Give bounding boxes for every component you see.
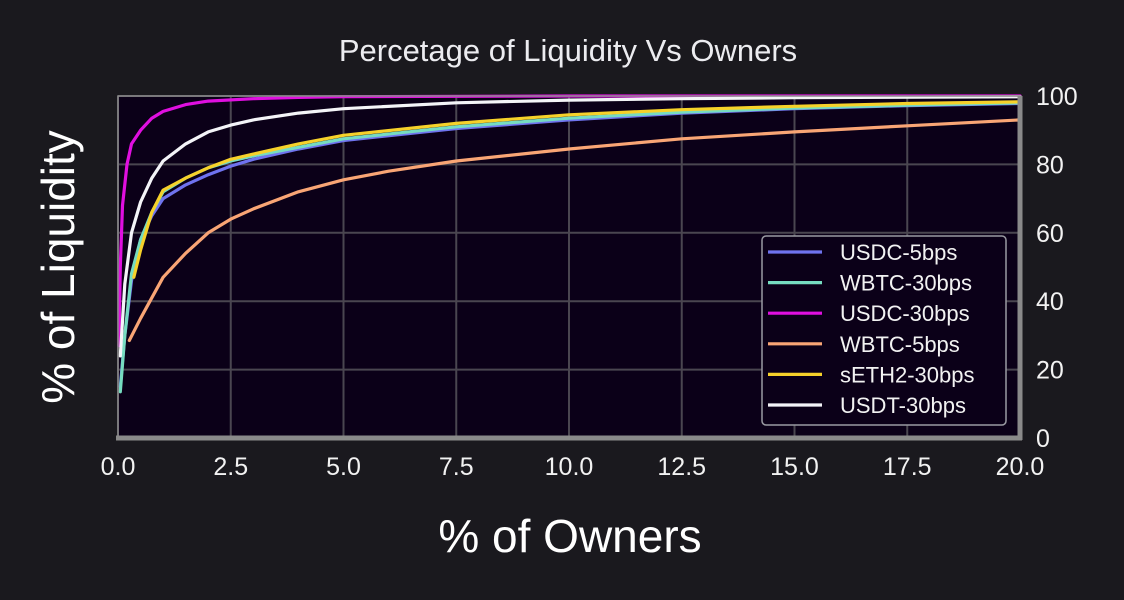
x-tick-label: 17.5 bbox=[883, 453, 932, 481]
x-tick-label: 2.5 bbox=[213, 453, 248, 481]
legend-label: WBTC-30bps bbox=[840, 271, 972, 296]
legend-label: sETH2-30bps bbox=[840, 362, 975, 387]
x-tick-label: 7.5 bbox=[439, 453, 474, 481]
y-tick-label: 0 bbox=[1036, 425, 1050, 453]
legend-label: WBTC-5bps bbox=[840, 332, 960, 357]
x-tick-label: 20.0 bbox=[996, 453, 1045, 481]
series-group bbox=[117, 94, 1022, 394]
x-axis-title: % of Owners bbox=[438, 510, 701, 562]
y-tick-label: 20 bbox=[1036, 357, 1064, 385]
series-line-usdt-30bps bbox=[118, 95, 1022, 358]
series-line-wbtc-30bps bbox=[118, 101, 1022, 394]
series-line-usdc-30bps bbox=[117, 94, 1022, 348]
series-line-wbtc-5bps bbox=[127, 118, 1022, 343]
legend-label: USDC-30bps bbox=[840, 301, 970, 326]
legend-label: USDT-30bps bbox=[840, 393, 966, 418]
y-axis-title: % of Liquidity bbox=[32, 130, 84, 404]
x-tick-label: 10.0 bbox=[545, 453, 594, 481]
series-line-seth2-30bps bbox=[132, 100, 1022, 279]
x-tick-labels: 0.0 2.5 5.0 7.5 10.0 12.5 15.0 17.5 20.0 bbox=[101, 453, 1045, 481]
y-tick-label: 80 bbox=[1036, 151, 1064, 179]
x-tick-label: 12.5 bbox=[657, 453, 706, 481]
y-tick-label: 100 bbox=[1036, 83, 1078, 111]
legend: USDC-5bps WBTC-30bps USDC-30bps WBTC-5bps sE… bbox=[761, 235, 1007, 426]
chart-title: Percetage of Liquidity Vs Owners bbox=[339, 33, 797, 68]
plot-border bbox=[117, 95, 1021, 439]
legend-label: USDC-5bps bbox=[840, 240, 957, 265]
y-tick-label: 40 bbox=[1036, 288, 1064, 316]
y-tick-labels: 0 20 40 60 80 100 bbox=[1036, 83, 1078, 453]
x-tick-label: 15.0 bbox=[770, 453, 819, 481]
x-tick-label: 0.0 bbox=[101, 453, 136, 481]
legend-box bbox=[761, 235, 1007, 426]
y-tick-label: 60 bbox=[1036, 220, 1064, 248]
x-tick-label: 5.0 bbox=[326, 453, 361, 481]
